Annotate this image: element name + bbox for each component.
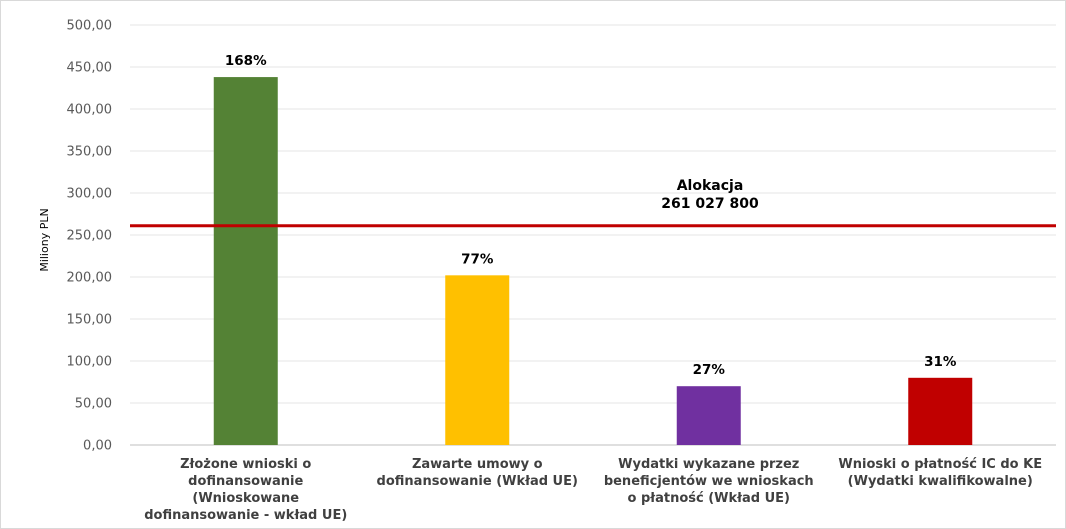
bar-data-label: 31%: [924, 354, 957, 370]
data-labels: 168% 77% 27% 31%: [225, 53, 957, 378]
y-tick-label: 250,00: [67, 229, 113, 244]
y-tick-label: 100,00: [67, 355, 113, 370]
bar: [908, 377, 973, 445]
y-tick-label: 0,00: [83, 439, 112, 454]
category-label: Wnioski o płatność IC do KE (Wydatki kwal…: [838, 457, 1042, 489]
y-axis-label: Miliony PLN: [38, 208, 51, 271]
y-axis-ticks: 0,00 50,00 100,00 150,00 200,00 250,00 300,00 3…: [67, 19, 113, 454]
y-tick-label: 150,00: [67, 313, 113, 328]
y-tick-label: 400,00: [67, 103, 113, 118]
category-label: Zawarte umowy o dofinansowanie (Wkład UE): [377, 457, 578, 489]
y-tick-label: 50,00: [75, 397, 112, 412]
category-label: Złożone wnioski o dofinansowanie (Wnioskow…: [144, 457, 347, 523]
bar: [676, 386, 741, 445]
y-tick-label: 500,00: [67, 19, 113, 34]
category-label: Wydatki wykazane przez beneficjentów we w…: [604, 457, 814, 506]
bars: [213, 77, 973, 445]
bar: [445, 275, 510, 445]
gridlines: [130, 24, 1056, 446]
bar-data-label: 77%: [461, 251, 494, 267]
x-axis-categories: Złożone wnioski o dofinansowanie (Wnioskow…: [144, 457, 1042, 523]
bar-data-label: 168%: [225, 53, 267, 69]
y-tick-label: 300,00: [67, 187, 113, 202]
bar-data-label: 27%: [693, 362, 726, 378]
bar: [213, 77, 278, 445]
y-tick-label: 450,00: [67, 61, 113, 76]
y-tick-label: 350,00: [67, 145, 113, 160]
y-tick-label: 200,00: [67, 271, 113, 286]
allocation-reference: Alokacja 261 027 800: [130, 178, 1056, 228]
allocation-label: Alokacja 261 027 800: [661, 178, 759, 212]
